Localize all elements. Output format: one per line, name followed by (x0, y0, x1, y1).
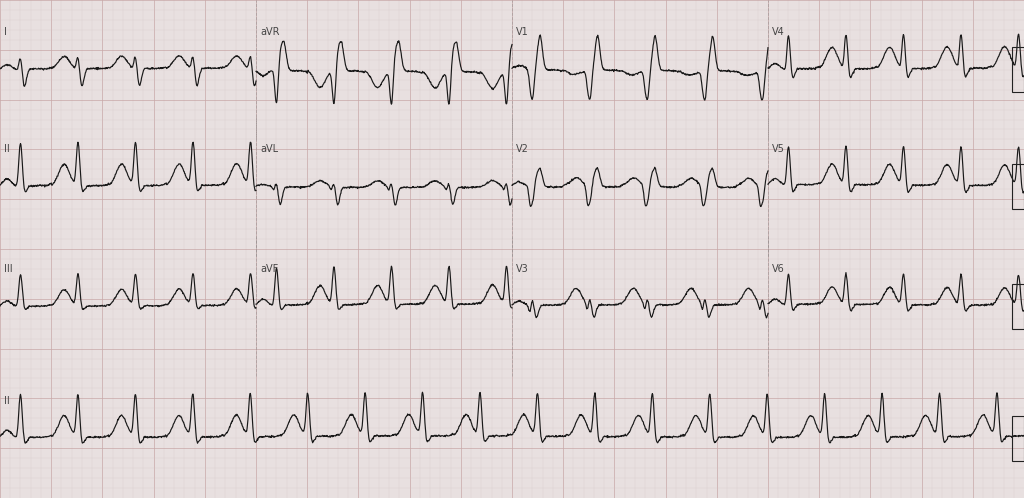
Bar (1012, 164, 1024, 209)
Text: V5: V5 (772, 144, 785, 154)
Bar (1012, 416, 1024, 461)
Text: II: II (4, 396, 10, 406)
Bar (1012, 47, 1024, 92)
Text: aVR: aVR (260, 27, 280, 37)
Text: III: III (4, 264, 12, 274)
Text: V3: V3 (516, 264, 528, 274)
Text: V2: V2 (516, 144, 529, 154)
Text: I: I (4, 27, 7, 37)
Text: V1: V1 (516, 27, 528, 37)
Text: V6: V6 (772, 264, 784, 274)
Text: V4: V4 (772, 27, 784, 37)
Text: aVF: aVF (260, 264, 279, 274)
Text: II: II (4, 144, 10, 154)
Text: aVL: aVL (260, 144, 279, 154)
Bar (1012, 284, 1024, 329)
